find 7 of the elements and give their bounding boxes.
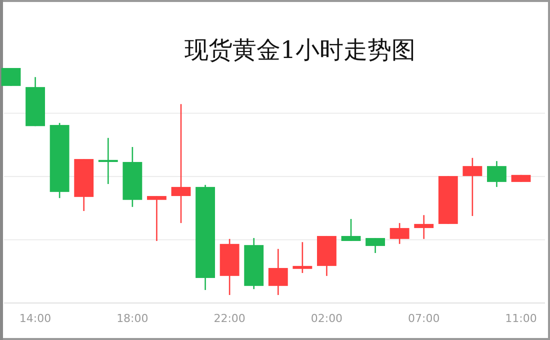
x-tick-label: 02:00: [310, 312, 343, 325]
x-tick-label: 22:00: [214, 312, 246, 325]
x-tick-label: 11:00: [505, 312, 537, 325]
x-tick-label: 18:00: [116, 312, 148, 325]
x-tick-label: 14:00: [19, 312, 52, 325]
x-tick-label: 07:00: [408, 312, 440, 325]
chart-title: 现货黄金1小时走势图: [184, 36, 416, 64]
